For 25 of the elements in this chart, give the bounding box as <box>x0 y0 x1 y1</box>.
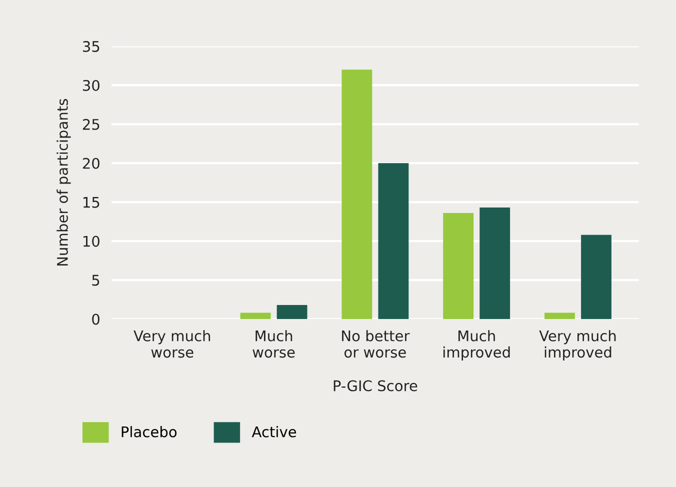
bar <box>443 213 474 319</box>
bar <box>581 234 612 319</box>
legend-label: Placebo <box>122 426 177 438</box>
legend-label: Active <box>252 426 296 438</box>
y-tick-label: 20 <box>82 158 100 169</box>
y-tick-label: 5 <box>92 274 100 286</box>
bar <box>240 312 271 319</box>
x-tick-label: No better or worse <box>342 330 410 358</box>
y-tick-label: 35 <box>82 40 100 52</box>
x-tick-label: Much worse <box>252 330 295 358</box>
y-tick-label: 10 <box>83 236 100 247</box>
bar <box>342 70 372 319</box>
x-tick-label: Very much worse <box>134 330 210 358</box>
bar <box>378 163 409 319</box>
y-tick-label: 25 <box>82 118 100 130</box>
bar <box>480 208 510 319</box>
y-axis-title: Number of participants <box>56 98 71 266</box>
bar <box>276 304 308 319</box>
x-tick-label: Much improved <box>443 330 510 361</box>
x-axis-title: P-GIC Score <box>334 380 418 392</box>
bar <box>544 312 575 319</box>
y-tick-label: 0 <box>92 314 100 325</box>
y-tick-label: 15 <box>83 197 100 208</box>
x-tick-label: Very much improved <box>539 330 616 361</box>
y-tick-label: 30 <box>82 80 100 91</box>
